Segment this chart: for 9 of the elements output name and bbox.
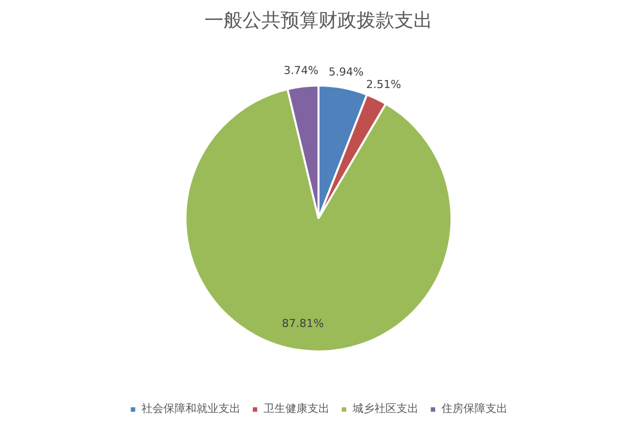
chart-title: 一般公共预算财政拨款支出 [204,10,432,32]
data-label: 87.81% [282,317,324,330]
legend-label: 卫生健康支出 [264,401,330,416]
legend-label: 住房保障支出 [442,401,508,416]
legend-label: 社会保障和就业支出 [142,401,240,416]
data-label: 2.51% [366,78,402,92]
data-label: 3.74% [284,64,319,78]
data-label: 5.94% [328,66,364,79]
legend-label: 城乡社区支出 [352,401,418,416]
